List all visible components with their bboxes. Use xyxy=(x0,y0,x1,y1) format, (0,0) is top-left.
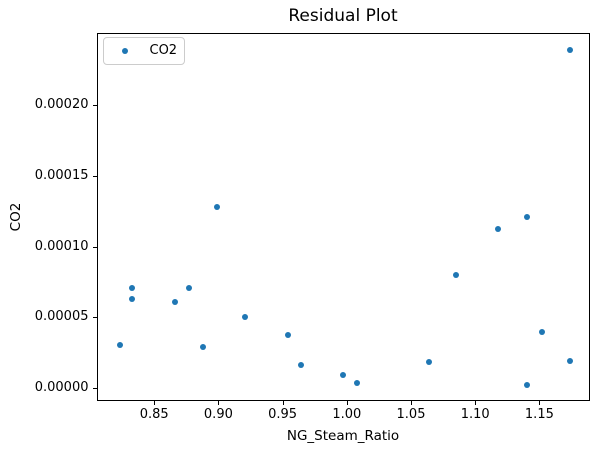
x-tick-label: 1.05 xyxy=(396,407,426,422)
data-point xyxy=(129,284,136,291)
data-point xyxy=(171,298,178,305)
data-point xyxy=(297,362,304,369)
data-point xyxy=(567,358,574,365)
y-tick-label: 0.00005 xyxy=(34,309,89,325)
chart-title: Residual Plot xyxy=(288,6,398,26)
x-tick-label: 1.00 xyxy=(332,407,362,422)
y-tick-mark xyxy=(92,175,97,177)
legend-marker-icon xyxy=(121,47,128,54)
data-point xyxy=(426,359,432,366)
data-point xyxy=(214,203,221,210)
x-tick-mark xyxy=(218,400,220,405)
data-point xyxy=(523,214,530,221)
data-point xyxy=(354,379,361,386)
data-point xyxy=(452,272,459,279)
legend-entry-label: CO2 xyxy=(149,43,178,58)
x-tick-mark xyxy=(411,400,412,405)
data-point xyxy=(339,372,346,378)
y-tick-mark xyxy=(92,317,97,319)
x-tick-mark xyxy=(539,400,541,405)
x-tick-label: 0.95 xyxy=(268,407,298,422)
y-axis-label: CO2 xyxy=(7,202,24,232)
x-tick-label: 1.15 xyxy=(524,407,554,422)
data-point xyxy=(116,341,123,348)
x-tick-mark xyxy=(346,400,348,405)
plot-area xyxy=(96,33,590,401)
data-point xyxy=(185,284,192,291)
y-tick-mark xyxy=(92,104,97,106)
x-tick-label: 1.10 xyxy=(460,407,490,422)
data-point xyxy=(284,331,291,338)
y-tick-label: 0.00010 xyxy=(34,238,89,254)
data-point xyxy=(242,314,249,320)
data-point xyxy=(567,46,574,53)
legend: CO2 xyxy=(102,36,185,65)
data-point xyxy=(495,225,502,232)
x-tick-mark xyxy=(475,400,477,405)
y-tick-label: 0.00020 xyxy=(34,96,89,112)
data-point xyxy=(523,382,530,389)
x-tick-label: 0.90 xyxy=(203,407,233,422)
x-tick-mark xyxy=(282,400,284,405)
y-tick-mark xyxy=(92,388,97,390)
x-axis-label: NG_Steam_Ratio xyxy=(286,428,400,444)
data-point xyxy=(129,296,136,303)
y-tick-label: 0.00000 xyxy=(34,380,89,396)
data-point xyxy=(539,329,545,335)
y-tick-mark xyxy=(92,246,97,248)
data-point xyxy=(200,344,206,351)
x-tick-mark xyxy=(154,400,156,405)
x-tick-label: 0.85 xyxy=(139,407,169,422)
y-tick-label: 0.00015 xyxy=(34,167,89,183)
